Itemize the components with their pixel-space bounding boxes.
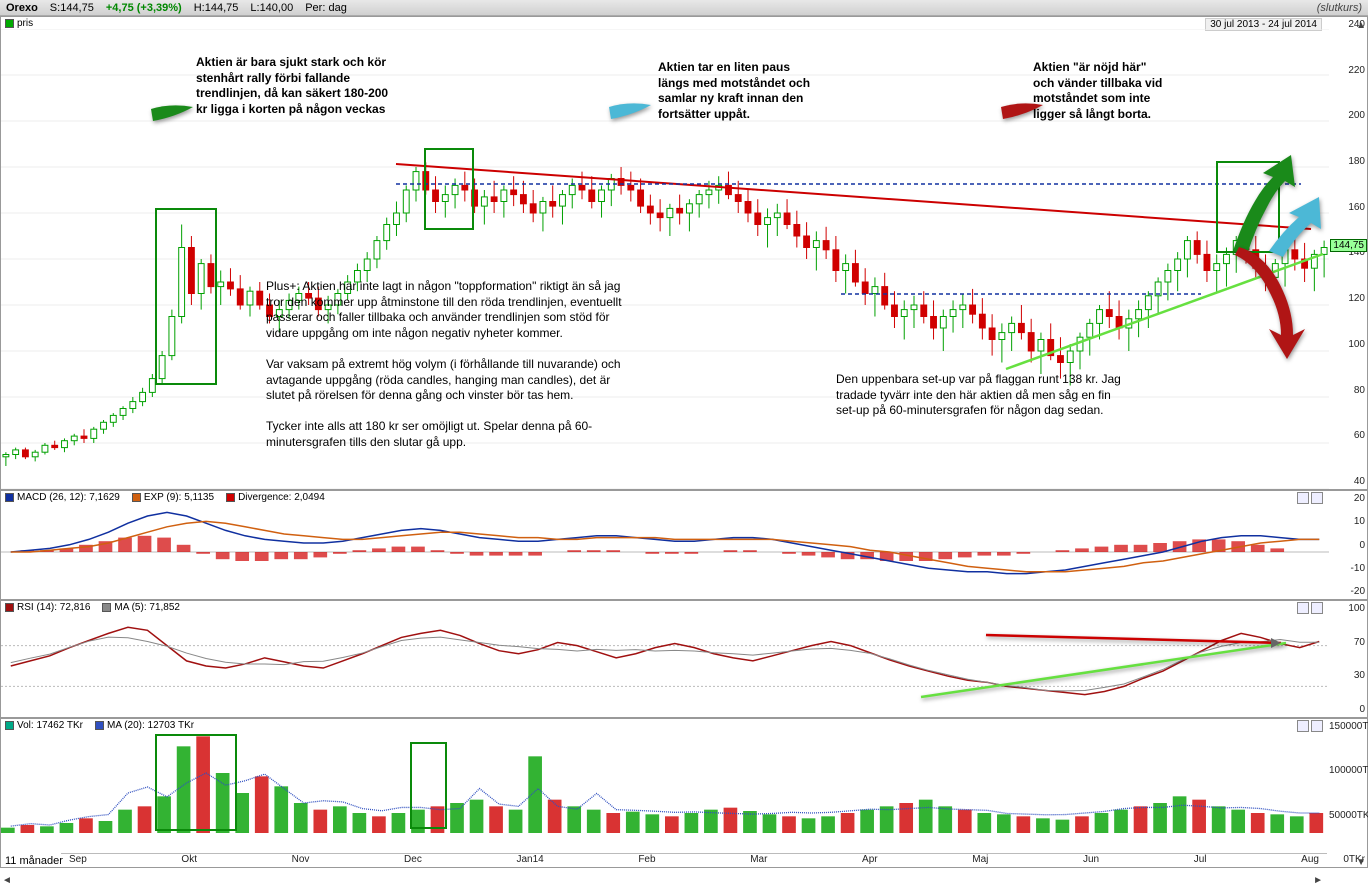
rsi-panel: RSI (14): 72,816 MA (5): 71,852 100 70 30 0	[0, 600, 1368, 718]
indicator-label: Divergence: 2,0494	[238, 492, 325, 503]
scroll-down-icon[interactable]: ▼	[1356, 857, 1366, 868]
annotation-green: Aktien är bara sjukt stark och kör stenh…	[196, 55, 446, 117]
h-label: H:	[194, 2, 205, 14]
y-tick: 60	[1329, 430, 1365, 441]
indicator-label: MA (5): 71,852	[114, 602, 180, 613]
annotation-setup: Den uppenbara set-up var på flaggan runt…	[836, 372, 1196, 419]
price-y-axis: 240220200180160140120100806040	[1327, 17, 1367, 489]
y-tick: 100	[1329, 339, 1365, 350]
y-tick: 20	[1329, 493, 1365, 504]
indicator-label: MACD (26, 12): 7,1629	[17, 492, 120, 503]
y-tick: 50000TKr	[1329, 810, 1365, 821]
y-tick: 40	[1329, 476, 1365, 487]
panel-action-icon[interactable]	[1297, 492, 1309, 504]
x-tick: Sep	[69, 854, 87, 867]
y-tick: 30	[1329, 670, 1365, 681]
y-tick: -10	[1329, 563, 1365, 574]
panel-close-icon[interactable]	[1311, 492, 1323, 504]
y-tick: 100000TKr	[1329, 765, 1365, 776]
scroll-up-icon[interactable]: ▲	[1356, 20, 1366, 31]
ticker-name: Orexo	[6, 2, 38, 14]
y-tick: 160	[1329, 202, 1365, 213]
x-tick: Apr	[862, 854, 878, 867]
per-label: Per:	[305, 2, 325, 14]
header-bar: Orexo S: 144,75 +4,75 (+3,39%) H: 144,75…	[0, 0, 1368, 16]
y-tick: 100	[1329, 603, 1365, 614]
x-tick: Jul	[1194, 854, 1207, 867]
y-tick: 220	[1329, 65, 1365, 76]
annotation-red: Aktien "är nöjd här" och vänder tillbaka…	[1033, 60, 1233, 122]
x-tick: Feb	[638, 854, 655, 867]
y-tick: 0	[1329, 540, 1365, 551]
s-label: S:	[50, 2, 60, 14]
panel-close-icon[interactable]	[1311, 602, 1323, 614]
x-axis-months: Sep Okt Nov Dec Jan14 Feb Mar Apr Maj Jun Jul Aug	[61, 853, 1327, 867]
annotation-plus: Plus+: Aktien har inte lagt in någon "to…	[266, 279, 696, 451]
y-tick: 0	[1329, 704, 1365, 715]
y-tick: 150000TKr	[1329, 721, 1365, 732]
pris-label: pris	[17, 18, 33, 29]
rsi-y-axis: 100 70 30 0	[1327, 601, 1367, 717]
macd-svg	[1, 505, 1329, 599]
period-label: 11 månader	[5, 855, 63, 867]
x-tick: Nov	[292, 854, 310, 867]
x-tick: Maj	[972, 854, 988, 867]
l-label: L:	[250, 2, 259, 14]
x-tick: Dec	[404, 854, 422, 867]
change-pct: (+3,39%)	[137, 2, 182, 14]
s-value: 144,75	[60, 2, 94, 14]
indicator-label: EXP (9): 5,1135	[144, 492, 214, 503]
scroll-right-icon[interactable]: ►	[1313, 875, 1323, 886]
price-chart-panel: pris 30 jul 2013 - 24 jul 2014 240220200…	[0, 16, 1368, 490]
x-tick: Okt	[181, 854, 197, 867]
x-tick: Jan14	[516, 854, 543, 867]
y-tick: 180	[1329, 156, 1365, 167]
macd-y-axis: 20 10 0 -10 -20	[1327, 491, 1367, 599]
volume-panel: Vol: 17462 TKr MA (20): 12703 TKr 150000T…	[0, 718, 1368, 868]
volume-y-axis: 150000TKr100000TKr50000TKr0TKr	[1327, 719, 1367, 867]
change-abs: +4,75	[106, 2, 134, 14]
per-value: dag	[328, 2, 346, 14]
x-tick: Aug	[1301, 854, 1319, 867]
last-price-tag: 144,75	[1330, 239, 1367, 252]
indicator-label: MA (20): 12703 TKr	[107, 720, 194, 731]
x-tick: Jun	[1083, 854, 1099, 867]
y-tick: 80	[1329, 385, 1365, 396]
header-right: (slutkurs)	[1317, 2, 1362, 14]
h-value: 144,75	[205, 2, 239, 14]
y-tick: 10	[1329, 516, 1365, 527]
panel-action-icon[interactable]	[1297, 720, 1309, 732]
y-tick: 120	[1329, 293, 1365, 304]
x-tick: Mar	[750, 854, 767, 867]
indicator-label: RSI (14): 72,816	[17, 602, 90, 613]
indicator-label: Vol: 17462 TKr	[17, 720, 83, 731]
y-tick: 200	[1329, 110, 1365, 121]
rsi-svg	[1, 615, 1329, 717]
macd-panel: MACD (26, 12): 7,1629 EXP (9): 5,1135 Dive…	[0, 490, 1368, 600]
scroll-left-icon[interactable]: ◄	[2, 875, 12, 886]
panel-action-icon[interactable]	[1297, 602, 1309, 614]
y-tick: 70	[1329, 637, 1365, 648]
y-tick: -20	[1329, 586, 1365, 597]
volume-svg	[1, 733, 1329, 833]
panel-close-icon[interactable]	[1311, 720, 1323, 732]
l-value: 140,00	[260, 2, 294, 14]
annotation-blue: Aktien tar en liten paus längs med motst…	[658, 60, 868, 122]
